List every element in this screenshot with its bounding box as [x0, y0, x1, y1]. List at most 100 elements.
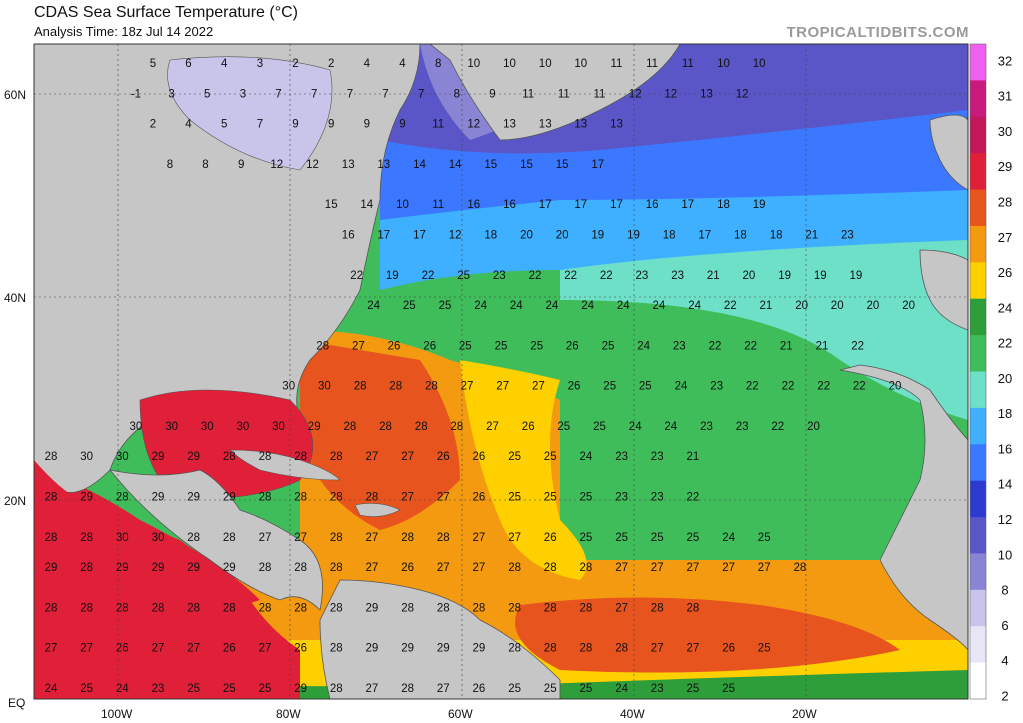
sst-value: 18 [663, 230, 676, 242]
sst-value: 29 [187, 492, 200, 504]
sst-value: 28 [294, 492, 307, 504]
sst-value: 26 [401, 562, 414, 574]
sst-value: 23 [710, 381, 723, 393]
sst-value: 25 [508, 683, 521, 695]
sst-value: 28 [401, 683, 414, 695]
colorbar-swatch [970, 225, 986, 263]
sst-value: 23 [615, 492, 628, 504]
sst-value: 28 [187, 532, 200, 544]
subtropical-yellow [460, 360, 587, 580]
sst-value: 13 [539, 119, 552, 131]
sst-value: 11 [432, 119, 444, 131]
sst-value: 27 [366, 532, 379, 544]
sst-value: 11 [432, 199, 444, 211]
sst-value: 25 [187, 683, 200, 695]
sst-value: 27 [366, 451, 379, 463]
sst-value: 21 [687, 451, 700, 463]
sst-value: 24 [722, 532, 735, 544]
map-frame [33, 43, 969, 700]
sst-value: 11 [594, 88, 606, 100]
sst-value: 9 [292, 119, 298, 131]
sst-value: 16 [467, 199, 480, 211]
sst-value: 30 [237, 421, 250, 433]
south-america-land [319, 579, 561, 699]
sst-value: 13 [342, 159, 355, 171]
sst-value: 21 [805, 230, 818, 242]
sst-value: 24 [581, 300, 594, 312]
sst-value: 28 [544, 602, 557, 614]
colorbar: 32 31 30 29 28 27 26 24 22 20 18 16 14 12 10 8 6 4 2 [969, 43, 1012, 703]
sst-value: 22 [746, 381, 759, 393]
sst-value: 15 [484, 159, 497, 171]
sst-value: 29 [437, 643, 450, 655]
sst-value: 28 [330, 532, 343, 544]
sst-value: 7 [347, 88, 353, 100]
lat-tick-label: 60N [4, 88, 26, 102]
sst-value: 29 [223, 492, 236, 504]
sst-value: 25 [603, 381, 616, 393]
sst-value: 24 [675, 381, 688, 393]
sst-value: 27 [437, 562, 450, 574]
colorbar-swatch [970, 444, 986, 482]
sst-value: 29 [401, 643, 414, 655]
sst-value: 8 [454, 88, 460, 100]
sst-value: 24 [45, 683, 58, 695]
sst-value: 20 [831, 300, 844, 312]
sst-value: 25 [580, 492, 593, 504]
sst-value: 28 [152, 602, 165, 614]
subpolar-front [380, 180, 968, 290]
colorbar-label: 4 [1001, 653, 1008, 668]
sst-value: 28 [80, 532, 93, 544]
colorbar-swatch [970, 335, 986, 372]
sst-value: 28 [687, 602, 700, 614]
sst-value: 28 [259, 602, 272, 614]
sst-value: 28 [330, 643, 343, 655]
sst-value: 24 [116, 683, 129, 695]
colorbar-swatch [970, 153, 986, 191]
cuba-land [229, 449, 341, 481]
sst-value: 20 [556, 230, 569, 242]
sst-value: 12 [736, 88, 749, 100]
sst-value: 28 [437, 532, 450, 544]
greenland-land [429, 44, 681, 141]
sst-value: 28 [344, 421, 357, 433]
sst-value: 23 [651, 683, 664, 695]
sst-value: 8 [167, 159, 173, 171]
sst-value: 24 [688, 300, 701, 312]
sst-value: 26 [437, 451, 450, 463]
sst-value: 20 [867, 300, 880, 312]
sst-value: 30 [116, 532, 129, 544]
lon-tick-label: 40W [620, 707, 645, 721]
sst-value: 19 [753, 199, 766, 211]
sst-value: 14 [413, 159, 426, 171]
sst-value: 29 [80, 492, 93, 504]
sst-value: 27 [401, 492, 414, 504]
sst-value: 3 [257, 58, 263, 70]
sst-value: 22 [709, 340, 722, 352]
lon-tick-label: 100W [101, 707, 133, 721]
sst-value: 28 [354, 381, 367, 393]
colorbar-swatch [970, 553, 986, 591]
sst-value: 27 [437, 492, 450, 504]
sst-value-labels: 5 6 4 3 2 2 4 4 8 10 10 10 10 11 11 11 10 10-1 3 5 3 7 7 7 7 7 8 9 1… [45, 58, 915, 695]
sst-value: 20 [795, 300, 808, 312]
sst-value: 30 [165, 421, 178, 433]
sst-value: 29 [473, 643, 486, 655]
sst-value: 19 [814, 270, 827, 282]
sst-value: 28 [259, 562, 272, 574]
sst-value: 28 [330, 602, 343, 614]
sst-value: 19 [591, 230, 604, 242]
sst-value: 29 [366, 602, 379, 614]
sst-value: 26 [544, 532, 557, 544]
sst-value: 2 [328, 58, 334, 70]
sst-value: 28 [259, 451, 272, 463]
sst-value: 18 [484, 230, 497, 242]
sst-value: 25 [223, 683, 236, 695]
hispaniola-land [354, 503, 401, 517]
africa-land [839, 364, 968, 651]
sst-value: 7 [275, 88, 281, 100]
sst-value: 3 [168, 88, 174, 100]
sst-value: 20 [889, 381, 902, 393]
colorbar-label: 18 [998, 406, 1012, 421]
sst-value: 28 [45, 602, 58, 614]
